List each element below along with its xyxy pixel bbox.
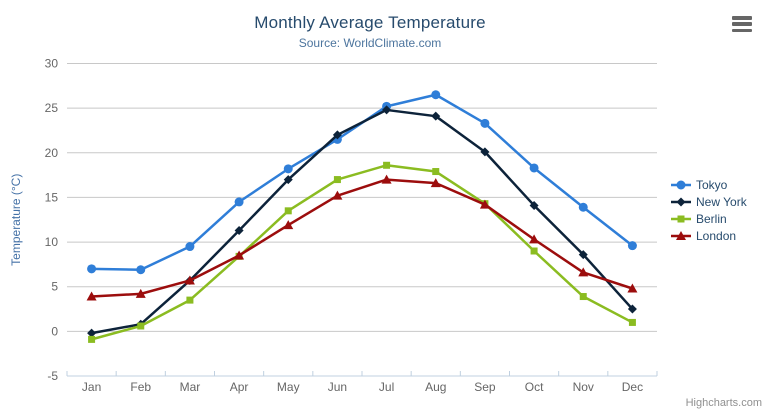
series-marker-tokyo[interactable] [136, 265, 146, 275]
chart-legend: Tokyo New York Berlin London [671, 177, 747, 245]
series-marker-london[interactable] [283, 220, 294, 230]
series-marker-london[interactable] [381, 174, 392, 184]
diamond-icon[interactable] [676, 197, 686, 207]
x-axis-label: Sep [474, 380, 496, 394]
credits-link[interactable]: Highcharts.com [685, 397, 762, 409]
series-marker-london[interactable] [234, 250, 245, 260]
triangle-legend-marker-icon [671, 231, 691, 240]
series-marker-tokyo[interactable] [480, 118, 490, 128]
series-marker-new-york[interactable] [382, 105, 392, 115]
x-axis-label: Mar [180, 380, 201, 394]
series-marker-tokyo[interactable] [234, 197, 244, 207]
chart-context-menu-button[interactable] [732, 15, 754, 33]
series-new-york [87, 105, 637, 338]
circle-icon[interactable] [676, 180, 686, 190]
x-axis-label: Nov [573, 380, 594, 394]
x-axis-label: Apr [230, 380, 249, 394]
circle-legend-marker-icon [671, 180, 691, 190]
series-marker-tokyo[interactable] [627, 241, 637, 251]
series-marker-berlin[interactable] [579, 293, 587, 301]
series-marker-london[interactable] [529, 234, 540, 244]
y-axis-label: 25 [45, 101, 59, 115]
x-axis-label: Jul [379, 380, 394, 394]
hamburger-icon [732, 28, 752, 32]
y-axis-label: 0 [51, 324, 58, 338]
legend-item-label: Tokyo [696, 178, 728, 192]
series-marker-tokyo[interactable] [87, 264, 97, 274]
series-marker-london[interactable] [479, 199, 490, 209]
legend-item-london[interactable]: London [671, 228, 747, 244]
series-marker-new-york[interactable] [529, 200, 539, 210]
series-marker-new-york[interactable] [283, 175, 293, 185]
series-marker-london[interactable] [184, 275, 195, 285]
series-line-new-york [90, 108, 634, 335]
series-marker-berlin[interactable] [284, 207, 292, 215]
series-marker-london[interactable] [135, 288, 146, 298]
chart-title: Monthly Average Temperature [254, 13, 486, 32]
hamburger-icon [732, 22, 752, 26]
legend-item-label: Berlin [696, 212, 727, 226]
series-marker-london[interactable] [430, 178, 441, 188]
y-axis-label: 15 [45, 190, 59, 204]
series-line-tokyo [90, 93, 634, 271]
x-axis-label: May [277, 380, 300, 394]
x-axis-label: Jun [328, 380, 347, 394]
series-marker-london[interactable] [578, 267, 589, 277]
series-marker-berlin[interactable] [628, 318, 636, 326]
series-marker-tokyo[interactable] [529, 163, 539, 173]
legend-item-label: London [696, 229, 737, 243]
y-axis-label: 30 [45, 57, 59, 71]
series-marker-new-york[interactable] [87, 328, 97, 338]
series-marker-berlin[interactable] [186, 296, 194, 304]
series-london [86, 174, 638, 301]
series-marker-london[interactable] [86, 291, 97, 301]
legend-item-new-york[interactable]: New York [671, 194, 747, 210]
series-marker-berlin[interactable] [137, 322, 145, 330]
triangle-icon[interactable] [676, 231, 686, 240]
series-line-berlin [90, 164, 634, 341]
series-marker-new-york[interactable] [578, 250, 588, 260]
chart-subtitle: Source: WorldClimate.com [298, 36, 442, 50]
x-axis-label: Dec [622, 380, 643, 394]
legend-item-berlin[interactable]: Berlin [671, 211, 747, 227]
series-marker-berlin[interactable] [432, 168, 440, 176]
x-axis-label: Oct [525, 380, 544, 394]
series-marker-new-york[interactable] [627, 304, 637, 314]
square-icon[interactable] [677, 215, 685, 223]
series-marker-new-york[interactable] [431, 111, 441, 121]
series-marker-london[interactable] [627, 283, 638, 293]
series-marker-berlin[interactable] [383, 161, 391, 169]
series-marker-new-york[interactable] [234, 225, 244, 235]
legend-item-label: New York [696, 195, 747, 209]
series-marker-tokyo[interactable] [185, 242, 195, 252]
square-legend-marker-icon [671, 215, 691, 223]
x-axis-label: Feb [130, 380, 151, 394]
series-tokyo [87, 90, 637, 275]
y-axis-label: 5 [51, 280, 58, 294]
series-marker-new-york[interactable] [480, 147, 490, 157]
series-marker-tokyo[interactable] [431, 90, 441, 100]
x-axis-label: Aug [425, 380, 446, 394]
y-axis-label: 10 [45, 235, 59, 249]
legend-item-tokyo[interactable]: Tokyo [671, 177, 747, 193]
y-axis-label: -5 [47, 369, 58, 383]
x-axis-label: Jan [82, 380, 101, 394]
y-axis-title: Temperature (°C) [9, 174, 23, 266]
series-marker-berlin[interactable] [333, 176, 341, 184]
series-marker-new-york[interactable] [332, 130, 342, 140]
series-marker-london[interactable] [332, 190, 343, 200]
hamburger-icon [732, 16, 752, 20]
series-line-london [90, 178, 634, 298]
series-marker-berlin[interactable] [530, 247, 538, 255]
series-marker-tokyo[interactable] [283, 164, 293, 174]
y-axis-label: 20 [45, 146, 59, 160]
series-marker-tokyo[interactable] [578, 202, 588, 212]
series-marker-berlin[interactable] [88, 335, 96, 343]
diamond-legend-marker-icon [671, 197, 691, 207]
